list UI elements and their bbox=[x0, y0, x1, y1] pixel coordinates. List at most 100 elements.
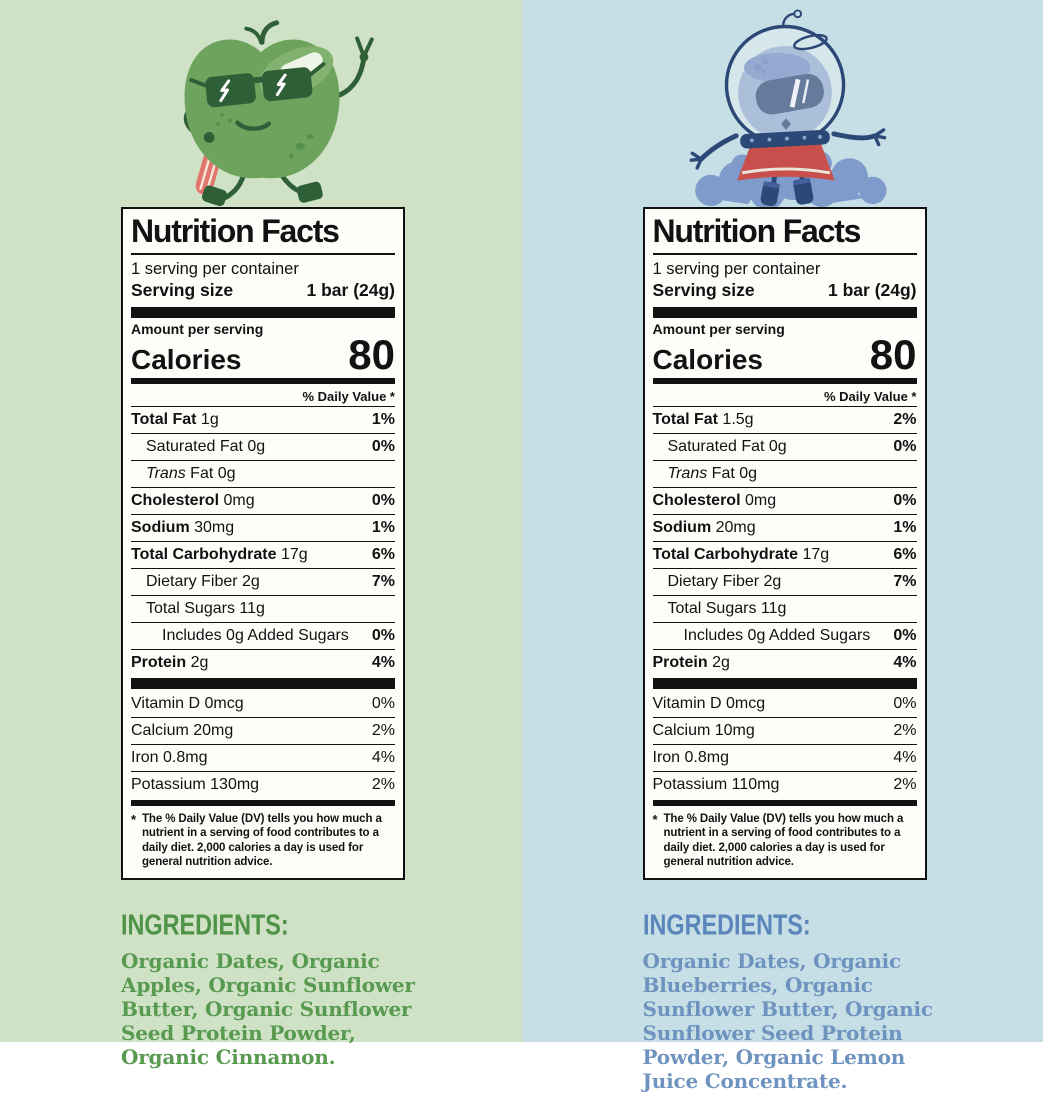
ingredients-section-apple: INGREDIENTS: Organic Dates, Organic Appl… bbox=[121, 911, 431, 1069]
nutrient-name: Total Carbohydrate 17g bbox=[653, 542, 830, 568]
calories-label: Calories bbox=[131, 344, 242, 376]
serving-size-row: Serving size 1 bar (24g) bbox=[131, 279, 395, 303]
nutrition-facts-title: Nutrition Facts bbox=[131, 213, 395, 251]
daily-value-header: % Daily Value * bbox=[131, 386, 395, 406]
blueberry-character-area bbox=[522, 0, 1043, 207]
ingredients-heading: INGREDIENTS: bbox=[121, 908, 289, 942]
calories-row: Calories 80 bbox=[653, 335, 917, 376]
nutrient-daily-value: 2% bbox=[893, 772, 916, 798]
thick-divider bbox=[653, 307, 917, 318]
apple-right-boot bbox=[296, 181, 324, 204]
nutrient-name: Iron 0.8mg bbox=[653, 745, 729, 771]
ingredients-list: Organic Dates, Organic Apples, Organic S… bbox=[121, 949, 431, 1069]
apple-stem bbox=[246, 23, 276, 43]
apple-mascot-illustration bbox=[150, 11, 378, 207]
ingredients-section-blueberry: INGREDIENTS: Organic Dates, Organic Blue… bbox=[643, 911, 953, 1093]
nutrient-name: Sodium 30mg bbox=[131, 515, 234, 541]
nutrient-row: Total Carbohydrate 17g 6% bbox=[131, 541, 395, 568]
nutrient-name: Total Carbohydrate 17g bbox=[131, 542, 308, 568]
nutrient-row: Trans Fat 0g bbox=[131, 460, 395, 487]
blueberry-left-arm bbox=[701, 136, 736, 159]
apple-character-area bbox=[0, 0, 522, 207]
nutrient-name: Vitamin D 0mcg bbox=[653, 691, 766, 717]
apple-flavor-panel: Nutrition Facts 1 serving per container … bbox=[0, 0, 522, 1042]
serving-size-label: Serving size bbox=[131, 279, 233, 303]
nutrient-daily-value: 0% bbox=[893, 691, 916, 717]
daily-value-footnote: * The % Daily Value (DV) tells you how m… bbox=[653, 808, 917, 870]
nutrient-daily-value: 1% bbox=[372, 407, 395, 433]
space-helmet-glass bbox=[726, 27, 843, 144]
serving-size-value: 1 bar (24g) bbox=[828, 279, 917, 303]
nutrient-name: Sodium 20mg bbox=[653, 515, 756, 541]
servings-per-container: 1 serving per container bbox=[653, 259, 917, 280]
nutrient-name: Includes 0g Added Sugars bbox=[131, 623, 349, 649]
serving-size-value: 1 bar (24g) bbox=[307, 279, 396, 303]
daily-value-header: % Daily Value * bbox=[653, 386, 917, 406]
nutrient-name: Total Sugars 11g bbox=[131, 596, 265, 622]
nutrient-daily-value: 0% bbox=[893, 488, 916, 514]
nutrient-name: Total Sugars 11g bbox=[653, 596, 787, 622]
blueberry-left-hand bbox=[691, 153, 701, 168]
nutrient-daily-value: 1% bbox=[372, 515, 395, 541]
footnote-text: The % Daily Value (DV) tells you how muc… bbox=[663, 812, 916, 870]
nutrient-row: Vitamin D 0mcg 0% bbox=[653, 691, 917, 717]
apple-hand-grip bbox=[204, 132, 215, 143]
nutrient-daily-value: 2% bbox=[372, 772, 395, 798]
nutrient-name: Dietary Fiber 2g bbox=[653, 569, 782, 595]
nutrient-daily-value: 2% bbox=[372, 718, 395, 744]
nutrient-name: Calcium 20mg bbox=[131, 718, 233, 744]
nutrition-facts-panel-blueberry: Nutrition Facts 1 serving per container … bbox=[643, 207, 927, 880]
nutrition-facts-title: Nutrition Facts bbox=[653, 213, 917, 251]
title-rule bbox=[131, 253, 395, 255]
nutrient-row: Dietary Fiber 2g 7% bbox=[653, 568, 917, 595]
servings-per-container: 1 serving per container bbox=[131, 259, 395, 280]
vitamin-rows: Vitamin D 0mcg 0% Calcium 10mg 2% Iron 0.8mg… bbox=[653, 691, 917, 798]
calories-label: Calories bbox=[653, 344, 764, 376]
nutrient-name: Saturated Fat 0g bbox=[653, 434, 787, 460]
nutrient-name: Total Fat 1g bbox=[131, 407, 219, 433]
daily-value-footnote: * The % Daily Value (DV) tells you how m… bbox=[131, 808, 395, 870]
nutrient-daily-value: 0% bbox=[372, 691, 395, 717]
nutrient-daily-value: 4% bbox=[893, 650, 916, 676]
thick-divider bbox=[131, 678, 395, 689]
nutrient-daily-value: 7% bbox=[893, 569, 916, 595]
serving-size-label: Serving size bbox=[653, 279, 755, 303]
nutrient-daily-value: 4% bbox=[372, 745, 395, 771]
serving-size-row: Serving size 1 bar (24g) bbox=[653, 279, 917, 303]
nutrient-name: Calcium 10mg bbox=[653, 718, 755, 744]
nutrient-row: Saturated Fat 0g 0% bbox=[653, 433, 917, 460]
nutrient-row: Calcium 20mg 2% bbox=[131, 717, 395, 744]
nutrient-daily-value: 0% bbox=[893, 434, 916, 460]
thick-divider bbox=[653, 678, 917, 689]
footnote-text: The % Daily Value (DV) tells you how muc… bbox=[142, 812, 395, 870]
title-rule bbox=[653, 253, 917, 255]
nutrient-name: Potassium 110mg bbox=[653, 772, 780, 798]
nutrient-name: Total Fat 1.5g bbox=[653, 407, 754, 433]
blueberry-mascot-illustration bbox=[672, 7, 900, 207]
nutrient-name: Saturated Fat 0g bbox=[131, 434, 265, 460]
nutrient-row: Total Sugars 11g bbox=[131, 595, 395, 622]
footnote-asterisk: * bbox=[131, 812, 136, 870]
nutrient-name: Cholesterol 0mg bbox=[131, 488, 255, 514]
nutrient-name: Protein 2g bbox=[131, 650, 208, 676]
nutrient-name: Trans Fat 0g bbox=[131, 461, 236, 487]
nutrient-daily-value: 6% bbox=[372, 542, 395, 568]
peace-sign-hand bbox=[357, 38, 372, 61]
thick-divider bbox=[131, 307, 395, 318]
medium-divider bbox=[131, 378, 395, 384]
nutrient-daily-value: 6% bbox=[893, 542, 916, 568]
nutrient-row: Total Carbohydrate 17g 6% bbox=[653, 541, 917, 568]
